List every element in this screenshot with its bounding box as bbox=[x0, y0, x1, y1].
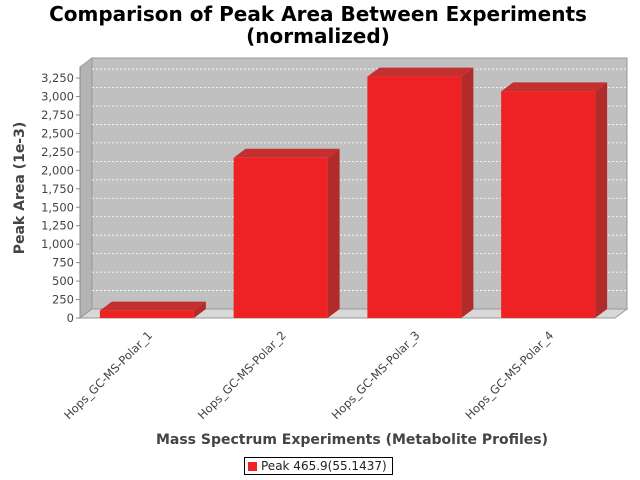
x-tick-label: Hops_GC-MS-Polar_1 bbox=[61, 328, 155, 422]
bar-side bbox=[461, 67, 474, 318]
x-tick-label: Hops_GC-MS-Polar_4 bbox=[462, 328, 556, 422]
plot-area: 0 250 500 750 1,000 1,250 1,500 1,750 2,000 2,250… bbox=[41, 57, 629, 422]
y-tick-label: 1,500 bbox=[41, 200, 74, 214]
legend: Peak 465.9(55.1437) bbox=[244, 457, 393, 475]
x-axis-label: Mass Spectrum Experiments (Metabolite Pr… bbox=[156, 432, 548, 448]
y-tick-label: 2,250 bbox=[41, 145, 74, 159]
bar-top bbox=[233, 148, 340, 158]
bar-front bbox=[501, 91, 596, 319]
y-tick-label: 2,750 bbox=[41, 108, 74, 122]
y-tick-label: 0 bbox=[67, 311, 74, 325]
x-tick-label: Hops_GC-MS-Polar_2 bbox=[195, 328, 289, 422]
bar-top bbox=[99, 301, 206, 311]
legend-swatch bbox=[248, 461, 257, 471]
bar-front bbox=[99, 310, 194, 318]
bar-front bbox=[367, 76, 462, 318]
bar bbox=[501, 82, 608, 319]
y-tick-label: 3,250 bbox=[41, 71, 74, 85]
y-tick-label: 2,500 bbox=[41, 126, 74, 140]
y-tick-label: 1,000 bbox=[41, 237, 74, 251]
y-tick-label: 500 bbox=[52, 274, 74, 288]
bar bbox=[367, 67, 474, 318]
chart-subtitle: (normalized) bbox=[246, 24, 390, 48]
bar-top bbox=[501, 82, 608, 92]
y-tick-label: 3,000 bbox=[41, 90, 74, 104]
legend-label: Peak 465.9(55.1437) bbox=[261, 459, 387, 473]
y-axis-label: Peak Area (1e-3) bbox=[12, 122, 28, 255]
bar-side bbox=[327, 148, 340, 318]
bar-side bbox=[193, 301, 206, 318]
plot-side-wall bbox=[79, 57, 93, 319]
bar-side bbox=[595, 82, 608, 319]
y-tick-label: 1,750 bbox=[41, 182, 74, 196]
x-tick-label: Hops_GC-MS-Polar_3 bbox=[329, 328, 423, 422]
bar-front bbox=[233, 157, 328, 318]
bar bbox=[99, 301, 206, 318]
y-tick-label: 2,000 bbox=[41, 163, 74, 177]
y-tick-label: 1,250 bbox=[41, 219, 74, 233]
bar-top bbox=[367, 67, 474, 77]
bar bbox=[233, 148, 340, 318]
chart-title: Comparison of Peak Area Between Experime… bbox=[49, 2, 587, 26]
y-tick-label: 250 bbox=[52, 293, 74, 307]
y-tick-label: 750 bbox=[52, 256, 74, 270]
